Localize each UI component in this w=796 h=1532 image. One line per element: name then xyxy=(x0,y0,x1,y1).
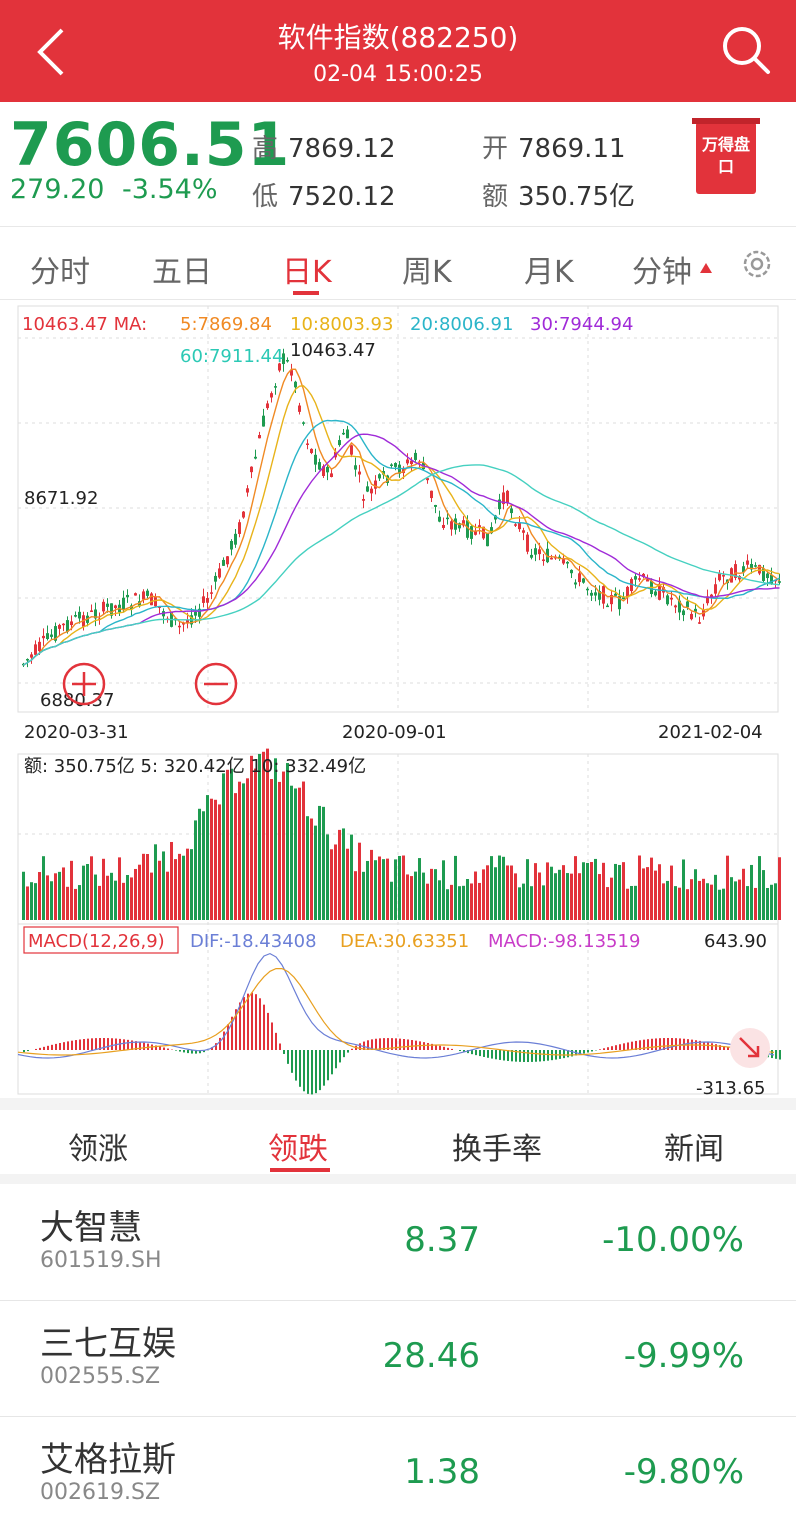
macd-bars xyxy=(18,954,781,1095)
kline-chart[interactable]: 10463.47 MA: 5:7869.84 10:8003.93 20:800… xyxy=(0,298,796,1098)
list-item[interactable]: 大智慧 601519.SH 8.37 -10.00% xyxy=(0,1184,796,1301)
stock-change-pct: -9.99% xyxy=(624,1336,744,1376)
stock-name: 艾格拉斯 xyxy=(40,1432,176,1481)
stock-price: 1.38 xyxy=(404,1452,480,1492)
date-start: 2020-03-31 xyxy=(24,722,129,743)
ma20-label: 20:8006.91 xyxy=(410,314,513,335)
active-tab-indicator xyxy=(293,291,319,295)
stock-name: 三七互娱 xyxy=(40,1316,176,1365)
volume-legend: 额: 350.75亿 5: 320.42亿 10: 332.49亿 xyxy=(24,756,366,777)
max-price-label: 10463.47 xyxy=(290,340,376,361)
ma-lines xyxy=(24,369,780,665)
stock-code: 002555.SZ xyxy=(40,1364,160,1389)
macd-name: MACD(12,26,9) xyxy=(28,931,165,952)
search-icon[interactable] xyxy=(718,22,774,78)
price-change-pct: -3.54% xyxy=(122,174,218,205)
tab-weekly-k[interactable]: 周K xyxy=(402,247,452,291)
divider xyxy=(0,1174,796,1184)
ma30-label: 30:7944.94 xyxy=(530,314,633,335)
price-change: 279.20 xyxy=(10,174,104,205)
period-tabs: 分时 五日 日K 周K 月K 分钟 xyxy=(0,226,796,300)
tab-gainers[interactable]: 领涨 xyxy=(68,1124,128,1168)
macd-max-label: 643.90 xyxy=(704,931,767,952)
macd-min-label: -313.65 xyxy=(696,1078,765,1098)
kline-svg[interactable]: 10463.47 MA: 5:7869.84 10:8003.93 20:800… xyxy=(0,298,796,1098)
tab-intraday[interactable]: 分时 xyxy=(30,247,90,291)
page-title: 软件指数(882250) xyxy=(0,16,796,56)
ma10-label: 10:8003.93 xyxy=(290,314,393,335)
dropdown-triangle-icon xyxy=(700,263,712,273)
active-tab-indicator xyxy=(270,1168,330,1172)
stock-name: 大智慧 xyxy=(40,1200,142,1249)
tab-losers[interactable]: 领跌 xyxy=(268,1124,328,1168)
stock-code: 601519.SH xyxy=(40,1248,161,1273)
date-end: 2021-02-04 xyxy=(658,722,763,743)
tab-monthly-k[interactable]: 月K xyxy=(524,247,574,291)
stock-tabs: 领涨 领跌 换手率 新闻 xyxy=(0,1110,796,1174)
date-mid: 2020-09-01 xyxy=(342,722,447,743)
stock-price: 8.37 xyxy=(404,1220,480,1260)
list-item[interactable]: 艾格拉斯 002619.SZ 1.38 -9.80% xyxy=(0,1416,796,1532)
current-price: 7606.51 xyxy=(10,110,290,180)
candles xyxy=(22,349,781,667)
gear-icon[interactable] xyxy=(740,247,774,281)
wind-order-book-button[interactable]: 万得盘口 xyxy=(696,122,756,194)
stock-change-pct: -10.00% xyxy=(602,1220,744,1260)
stock-change-pct: -9.80% xyxy=(624,1452,744,1492)
tab-five-day[interactable]: 五日 xyxy=(152,247,212,291)
zoom-out-icon[interactable] xyxy=(196,664,236,704)
ma60-label: 60:7911.44 xyxy=(180,346,283,367)
tab-daily-k[interactable]: 日K xyxy=(282,247,332,291)
divider xyxy=(0,1098,796,1110)
quote-time: 02-04 15:00:25 xyxy=(0,62,796,87)
ma5-label: 5:7869.84 xyxy=(180,314,272,335)
stock-price: 28.46 xyxy=(383,1336,480,1376)
chart-frame xyxy=(18,306,778,1094)
stock-code: 002619.SZ xyxy=(40,1480,160,1505)
mid-price-label: 8671.92 xyxy=(24,488,98,509)
tab-turnover[interactable]: 换手率 xyxy=(452,1124,542,1168)
list-item[interactable]: 三七互娱 002555.SZ 28.46 -9.99% xyxy=(0,1300,796,1417)
tab-minute[interactable]: 分钟 xyxy=(632,247,692,291)
macd-label: MACD:-98.13519 xyxy=(488,931,640,952)
dea-label: DEA:30.63351 xyxy=(340,931,469,952)
min-price-label: 6880.37 xyxy=(40,690,114,711)
collapse-arrow-icon[interactable] xyxy=(730,1028,770,1068)
tab-news[interactable]: 新闻 xyxy=(664,1124,724,1168)
dif-label: DIF:-18.43408 xyxy=(190,931,317,952)
app-header: 软件指数(882250) 02-04 15:00:25 xyxy=(0,0,796,102)
ma-prefix: 10463.47 MA: xyxy=(22,314,147,335)
